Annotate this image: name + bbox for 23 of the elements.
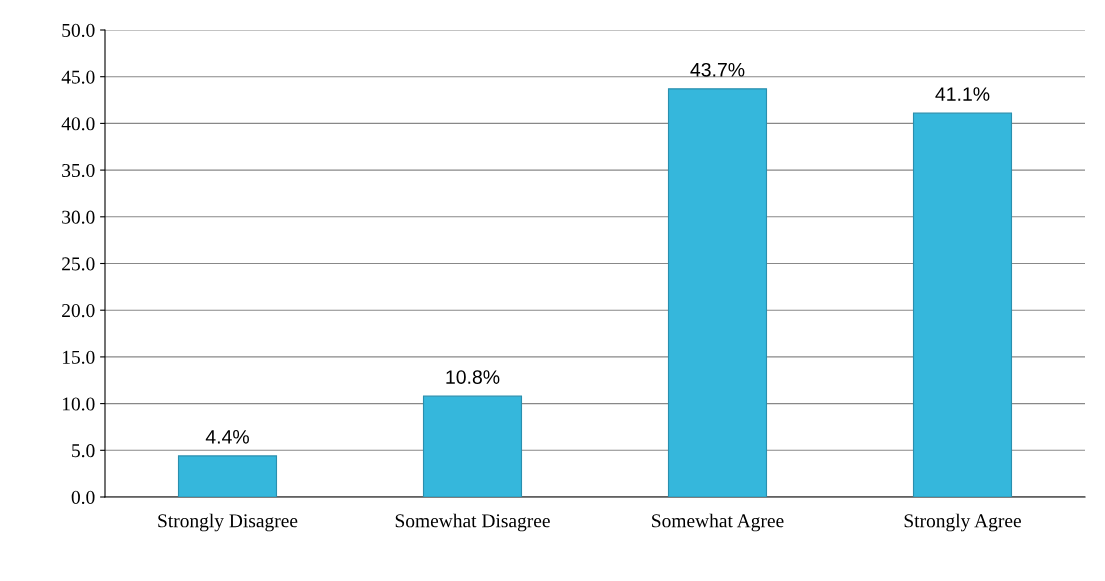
x-tick-label: Somewhat Disagree <box>395 513 550 532</box>
y-tick-label: 50.0 <box>62 23 95 38</box>
y-tick-label: 15.0 <box>62 350 95 364</box>
bar <box>177 455 278 497</box>
data-label: 41.1% <box>935 87 990 101</box>
x-tick-label: Strongly Disagree <box>158 513 298 532</box>
x-tick-label: Strongly Agree <box>904 513 1021 532</box>
bar <box>422 395 523 497</box>
y-tick-label: 5.0 <box>72 444 95 458</box>
bar <box>667 88 768 497</box>
y-tick-label: 30.0 <box>62 210 95 224</box>
bar <box>912 112 1013 497</box>
data-label: 43.7% <box>690 62 745 77</box>
y-tick-label: 25.0 <box>62 257 95 271</box>
y-tick-label: 40.0 <box>61 117 95 131</box>
y-tick-label: 35.0 <box>62 163 95 178</box>
y-tick-label: 10.0 <box>62 397 95 411</box>
y-tick-label: 20.0 <box>62 304 95 318</box>
x-tick-label: Somewhat Agree <box>652 513 784 532</box>
data-label: 4.4% <box>205 430 249 444</box>
y-tick-label: 0.0 <box>71 490 95 505</box>
y-tick-label: 45.0 <box>61 70 95 84</box>
data-label: 10.8% <box>446 370 500 384</box>
